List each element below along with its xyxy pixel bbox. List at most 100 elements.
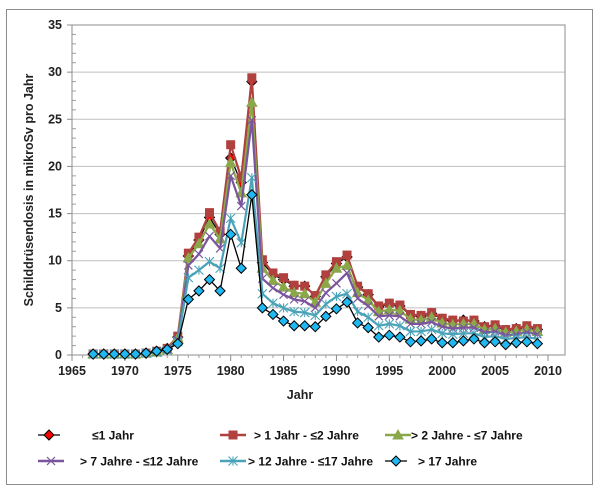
data-point <box>320 277 332 288</box>
legend-marker <box>43 429 55 441</box>
data-point <box>203 273 216 286</box>
marker-stroke <box>183 261 193 270</box>
legend-label: > 12 Jahre - ≤17 Jahre <box>248 455 373 469</box>
marker-stroke <box>310 303 320 313</box>
marker-stroke <box>384 310 394 320</box>
data-point <box>405 326 416 337</box>
data-point <box>426 324 437 335</box>
marker-stroke <box>395 311 405 321</box>
legend-marker <box>390 455 402 467</box>
marker-stroke <box>236 201 246 211</box>
data-point <box>383 329 396 341</box>
marker-stroke <box>342 268 352 278</box>
marker-stroke <box>353 294 363 303</box>
y-tick-label: 5 <box>55 301 62 315</box>
data-point <box>416 319 426 329</box>
x-tick-label: 1965 <box>58 364 86 378</box>
x-tick-labels: 1965 1970 1975 1980 1985 1990 1995 2000 2005 2010 <box>58 364 562 378</box>
data-point <box>205 231 214 241</box>
x-tick-label: 1990 <box>323 364 351 378</box>
data-point <box>395 311 405 321</box>
marker-stroke <box>363 301 373 311</box>
data-point <box>182 251 195 263</box>
legend: ≤1 Jahr > 1 Jahr - ≤2 Jahre > 2 Jahre - ≤7… <box>38 429 523 469</box>
legend-item: > 2 Jahre - ≤7 Jahre <box>385 429 523 443</box>
y-tick-label: 15 <box>48 207 62 221</box>
data-point <box>226 140 236 150</box>
legend-marker <box>228 430 238 440</box>
data-point <box>203 217 216 229</box>
x-tick-label: 1995 <box>375 364 403 378</box>
data-point <box>245 96 258 107</box>
y-tick-labels: 0 5 10 15 20 25 30 35 <box>48 18 62 362</box>
data-point <box>161 343 173 356</box>
series-6 <box>87 189 544 360</box>
y-tick-label: 10 <box>48 254 62 268</box>
legend-label: > 7 Jahre - ≤12 Jahre <box>80 455 199 469</box>
data-point <box>489 336 501 348</box>
data-point <box>119 348 131 360</box>
data-point <box>362 321 374 334</box>
legend-item: > 12 Jahre - ≤17 Jahre <box>220 455 373 469</box>
data-point <box>183 261 193 270</box>
data-point <box>129 348 142 360</box>
data-point <box>247 73 257 83</box>
data-point <box>351 317 364 329</box>
data-point <box>437 322 447 332</box>
data-point <box>247 115 257 125</box>
data-point <box>140 347 152 359</box>
data-point <box>193 237 205 249</box>
data-point <box>342 268 352 278</box>
data-point <box>256 302 269 314</box>
data-point <box>215 263 225 274</box>
x-tick-label: 1980 <box>217 364 245 378</box>
data-point <box>204 256 215 267</box>
data-point <box>279 273 289 283</box>
legend-item: ≤1 Jahr <box>38 429 134 443</box>
marker-stroke <box>332 278 341 288</box>
data-point <box>521 336 533 348</box>
data-point <box>172 337 184 350</box>
data-point <box>300 296 310 306</box>
data-point <box>394 304 406 316</box>
data-point <box>279 290 288 300</box>
data-point <box>298 287 311 299</box>
data-point <box>183 272 194 283</box>
data-point <box>416 326 426 337</box>
marker-stroke <box>289 294 299 304</box>
marker-stroke <box>279 290 288 300</box>
data-point <box>277 281 290 292</box>
data-point <box>320 299 331 309</box>
data-point <box>363 312 374 323</box>
y-tick-label: 25 <box>48 112 62 126</box>
marker-stroke <box>374 311 384 321</box>
data-point <box>384 310 394 320</box>
data-point <box>268 298 278 309</box>
x-tick-label: 1970 <box>111 364 139 378</box>
data-point <box>341 296 353 308</box>
data-point <box>182 293 195 306</box>
data-point <box>225 213 236 224</box>
data-point <box>108 348 121 360</box>
legend-item: > 17 Jahre <box>385 455 477 469</box>
data-point <box>468 333 480 345</box>
data-point <box>353 294 363 303</box>
data-point <box>246 172 257 183</box>
data-point <box>98 348 110 360</box>
data-point <box>194 265 204 276</box>
data-point <box>193 285 205 297</box>
legend-label: > 1 Jahr - ≤2 Jahre <box>254 429 359 443</box>
data-point <box>299 320 311 332</box>
data-point <box>236 201 246 211</box>
data-point <box>427 317 437 327</box>
y-tick-label: 35 <box>48 18 62 32</box>
data-point <box>374 311 384 321</box>
data-point <box>415 335 427 347</box>
series-group <box>87 73 544 360</box>
data-point <box>224 156 237 168</box>
legend-item: > 1 Jahr - ≤2 Jahre <box>220 429 359 443</box>
data-point <box>331 291 342 302</box>
data-point <box>267 308 279 321</box>
data-point <box>332 278 341 288</box>
